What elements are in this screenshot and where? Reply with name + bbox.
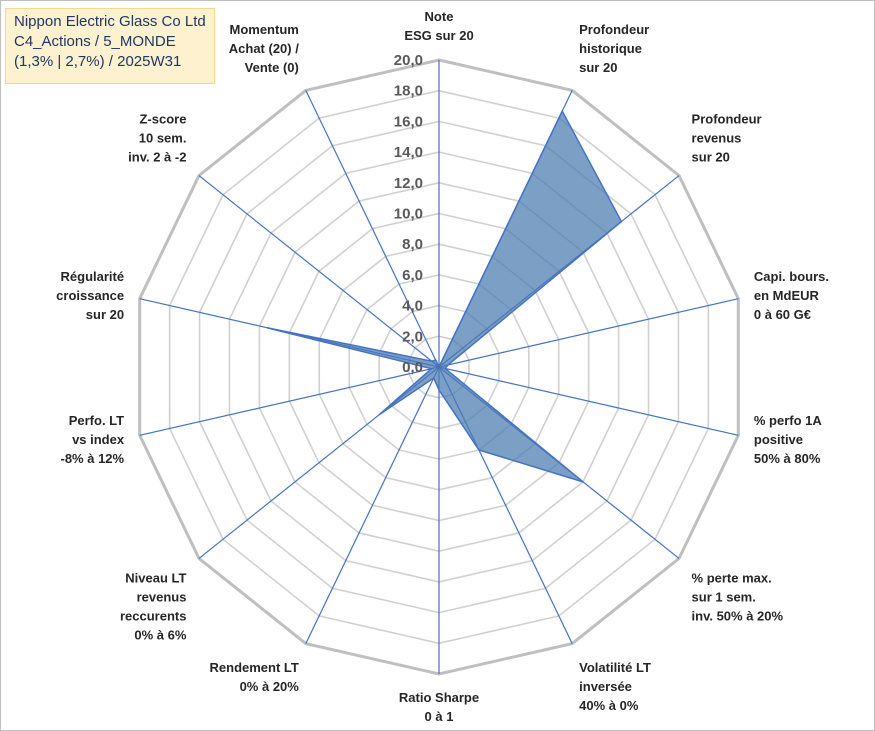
axis-label-line: Volatilité LT	[579, 660, 651, 675]
axis-label-line: % perte max.	[692, 570, 772, 585]
axis-label-line: inv. 50% à 20%	[692, 608, 784, 623]
axis-label-line: sur 20	[692, 150, 730, 165]
axis-label: Note ESG sur 20	[404, 9, 473, 43]
radial-tick-labels: 0,0 2,0 4,0 6,0 8,0 10,0 12,0 14,0 16,0 18,0 20,0	[394, 52, 423, 376]
axis-label-line: Momentum	[230, 22, 299, 37]
axis-label-line: Ratio Sharpe	[399, 690, 479, 705]
company-name: Nippon Electric Glass Co Ltd	[14, 13, 206, 30]
axis-label-line: sur 20	[86, 307, 124, 322]
axis-label-line: inv. 2 à -2	[128, 150, 186, 165]
axis-label: Momentum Achat (20) / Vente (0)	[229, 22, 299, 75]
axis-label-line: Perfo. LT	[69, 413, 124, 428]
axis-label-line: Niveau LT	[125, 570, 186, 585]
axis-label-line: 0 à 60 G€	[754, 307, 811, 322]
radar-series	[266, 109, 623, 483]
tick-label: 4,0	[402, 298, 423, 315]
axis-label-line: historique	[579, 41, 642, 56]
axis-label-line: en MdEUR	[754, 288, 820, 303]
axis-label-line: Profondeur	[692, 112, 762, 127]
tick-label: 10,0	[394, 206, 423, 223]
axis-label-line: vs index	[72, 432, 125, 447]
axis-labels: Note ESG sur 20 Profondeur historique sur 20…	[56, 9, 829, 724]
axis-spoke	[139, 366, 440, 436]
axis-label-line: Rendement LT	[210, 660, 299, 675]
axis-label-line: sur 20	[579, 60, 617, 75]
category-line: C4_Actions / 5_MONDE	[14, 33, 176, 50]
axis-label: Profondeur historique sur 20	[579, 22, 649, 75]
title-box: Nippon Electric Glass Co Ltd C4_Actions …	[5, 8, 215, 84]
axis-label: Volatilité LT inversée 40% à 0%	[579, 660, 651, 713]
axis-label-line: revenus	[692, 131, 742, 146]
tick-label: 12,0	[394, 175, 423, 192]
tick-label: 6,0	[402, 267, 423, 284]
axis-label: Régularité croissance sur 20	[56, 269, 124, 322]
axis-label: Rendement LT 0% à 20%	[210, 660, 300, 694]
axis-label: Ratio Sharpe 0 à 1	[399, 690, 479, 724]
axis-label: Niveau LT revenus reccurents 0% à 6%	[120, 570, 187, 642]
axis-label-line: Capi. bours.	[754, 269, 829, 284]
axis-label: % perfo 1A positive 50% à 80%	[754, 413, 823, 466]
tick-label: 18,0	[394, 83, 423, 100]
axis-label-line: 0% à 6%	[134, 627, 186, 642]
axis-spoke	[438, 298, 739, 368]
axis-label-line: revenus	[137, 589, 187, 604]
axis-label: Z-score 10 sem. inv. 2 à -2	[128, 112, 186, 165]
axis-label-line: Profondeur	[579, 22, 649, 37]
tick-label: 20,0	[394, 52, 423, 69]
axis-label-line: inversée	[579, 679, 632, 694]
tick-label: 8,0	[402, 236, 423, 253]
axis-spoke	[305, 366, 440, 644]
axis-label: % perte max. sur 1 sem. inv. 50% à 20%	[692, 570, 784, 623]
axis-label-line: sur 1 sem.	[692, 589, 756, 604]
axis-label-line: croissance	[56, 288, 124, 303]
period-line: (1,3% | 2,7%) / 2025W31	[14, 53, 182, 70]
axis-label-line: % perfo 1A	[754, 413, 823, 428]
axis-label-line: -8% à 12%	[61, 451, 125, 466]
axis-label-line: Achat (20) /	[229, 41, 299, 56]
axis-label-line: 10 sem.	[139, 131, 187, 146]
axis-label-line: Note	[425, 9, 454, 24]
axis-label-line: Vente (0)	[245, 60, 299, 75]
axis-label-line: ESG sur 20	[404, 28, 473, 43]
axis-label-line: Régularité	[61, 269, 125, 284]
axis-spoke	[198, 175, 440, 368]
axis-label-line: Z-score	[139, 112, 186, 127]
axis-label: Capi. bours. en MdEUR 0 à 60 G€	[754, 269, 829, 322]
axis-label-line: 0 à 1	[425, 709, 454, 724]
tick-label: 2,0	[402, 328, 423, 345]
tick-label: 14,0	[394, 144, 423, 161]
axis-label: Perfo. LT vs index -8% à 12%	[61, 413, 125, 466]
tick-label: 0,0	[402, 359, 423, 376]
axis-label-line: 50% à 80%	[754, 451, 821, 466]
axis-label-line: positive	[754, 432, 803, 447]
axis-spoke	[305, 90, 440, 368]
axis-label-line: reccurents	[120, 608, 186, 623]
tick-label: 16,0	[394, 113, 423, 130]
axis-label-line: 0% à 20%	[240, 679, 300, 694]
axis-label-line: 40% à 0%	[579, 698, 639, 713]
axis-spoke	[438, 366, 739, 436]
series-area	[266, 109, 623, 483]
axis-label: Profondeur revenus sur 20	[692, 112, 762, 165]
